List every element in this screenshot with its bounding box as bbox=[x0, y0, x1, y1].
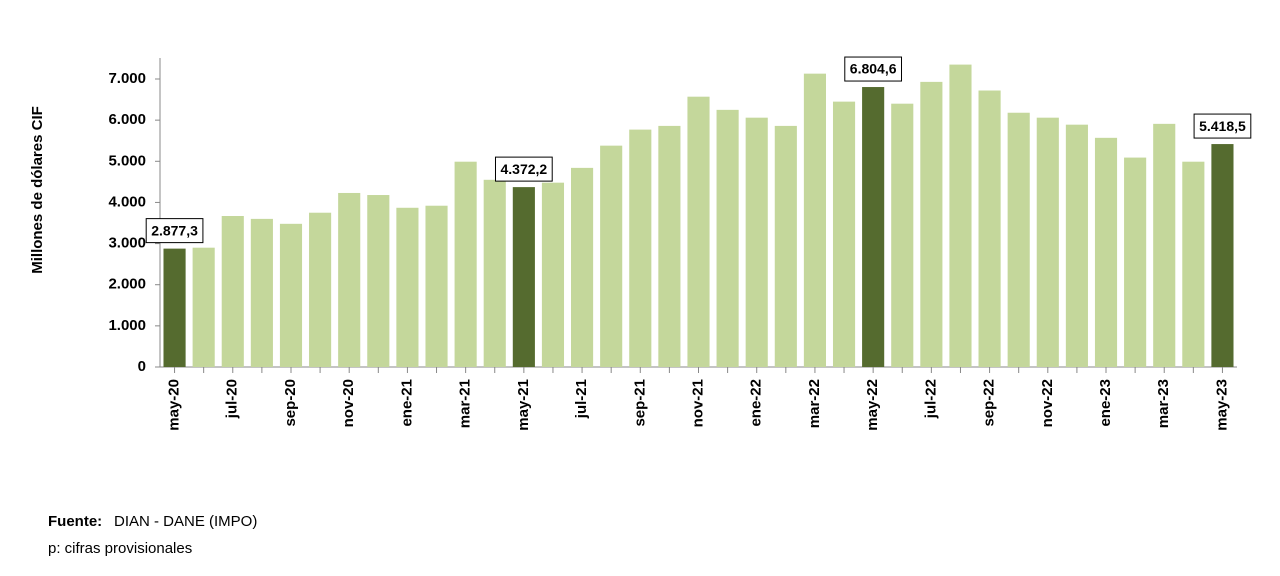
x-tick-label: nov-20 bbox=[340, 379, 357, 427]
y-axis-label: Millones de dólares CIF bbox=[29, 106, 46, 274]
bar bbox=[687, 96, 710, 367]
bar bbox=[745, 117, 768, 367]
x-tick-label: mar-21 bbox=[457, 379, 474, 428]
data-label: 5.418,5 bbox=[1199, 118, 1246, 134]
bar bbox=[163, 248, 186, 367]
bar bbox=[658, 125, 681, 367]
bar bbox=[1182, 161, 1205, 367]
data-label: 6.804,6 bbox=[850, 61, 897, 77]
x-tick-label: jul-22 bbox=[922, 379, 939, 419]
y-tick-label: 2.000 bbox=[108, 276, 146, 293]
x-tick-label: may-20 bbox=[166, 379, 183, 431]
y-tick-label: 6.000 bbox=[108, 111, 146, 128]
x-tick-label: may-23 bbox=[1213, 379, 1230, 431]
source: DIAN - DANE (IMPO) bbox=[114, 513, 257, 530]
bar bbox=[250, 218, 273, 367]
bar bbox=[425, 205, 448, 367]
bar bbox=[221, 216, 244, 367]
bar bbox=[454, 161, 477, 367]
bar bbox=[571, 167, 594, 367]
bar bbox=[279, 223, 303, 367]
y-tick-label: 5.000 bbox=[108, 152, 146, 169]
data-label-box bbox=[844, 56, 903, 82]
bar bbox=[367, 195, 390, 367]
bar bbox=[512, 187, 535, 367]
data-label-box bbox=[1193, 113, 1252, 139]
x-tick-label: jul-21 bbox=[573, 379, 590, 419]
x-tick-label: sep-21 bbox=[631, 379, 648, 427]
bar bbox=[832, 101, 856, 367]
x-tick-label: ene-22 bbox=[748, 379, 765, 427]
bar bbox=[600, 145, 623, 367]
bar bbox=[1007, 112, 1030, 367]
bar bbox=[803, 73, 826, 367]
data-label: 2.877,3 bbox=[151, 222, 198, 238]
data-label-box bbox=[145, 218, 204, 244]
bar bbox=[1124, 157, 1147, 367]
bar bbox=[1094, 137, 1118, 367]
x-tick-label: sep-22 bbox=[981, 379, 998, 427]
bar bbox=[891, 103, 914, 367]
bar bbox=[396, 207, 419, 367]
bar bbox=[862, 87, 885, 368]
bar bbox=[1036, 117, 1059, 367]
x-tick-label: may-21 bbox=[515, 379, 532, 431]
x-tick-label: mar-22 bbox=[806, 379, 823, 428]
bar bbox=[1211, 144, 1234, 367]
y-tick-label: 3.000 bbox=[108, 235, 146, 252]
bar bbox=[1153, 123, 1176, 368]
y-tick-label: 4.000 bbox=[108, 193, 146, 210]
data-label: 4.372,2 bbox=[500, 161, 547, 177]
x-tick-label: mar-23 bbox=[1155, 379, 1172, 428]
bar bbox=[192, 247, 215, 367]
x-tick-label: ene-21 bbox=[398, 379, 415, 427]
y-tick-label: 1.000 bbox=[108, 317, 146, 334]
source-label: Fuente: bbox=[48, 513, 102, 530]
bar bbox=[309, 212, 332, 367]
bar bbox=[483, 179, 506, 367]
bar bbox=[949, 64, 972, 367]
bar bbox=[541, 182, 565, 367]
x-tick-label: jul-20 bbox=[224, 379, 241, 419]
bar bbox=[338, 192, 361, 367]
y-tick-label: 0 bbox=[138, 358, 146, 375]
bar bbox=[978, 90, 1001, 368]
x-tick-label: nov-21 bbox=[689, 379, 706, 427]
bar bbox=[920, 81, 943, 367]
bar bbox=[1065, 124, 1088, 367]
x-tick-label: may-22 bbox=[864, 379, 881, 431]
bar bbox=[716, 109, 739, 367]
x-tick-label: ene-23 bbox=[1097, 379, 1114, 427]
bar bbox=[774, 125, 797, 367]
x-tick-label: nov-22 bbox=[1039, 379, 1056, 427]
bar bbox=[629, 129, 652, 367]
x-tick-label: sep-20 bbox=[282, 379, 299, 427]
y-tick-label: 7.000 bbox=[108, 70, 146, 87]
note: p: cifras provisionales bbox=[48, 540, 192, 557]
data-label-box bbox=[494, 156, 553, 182]
